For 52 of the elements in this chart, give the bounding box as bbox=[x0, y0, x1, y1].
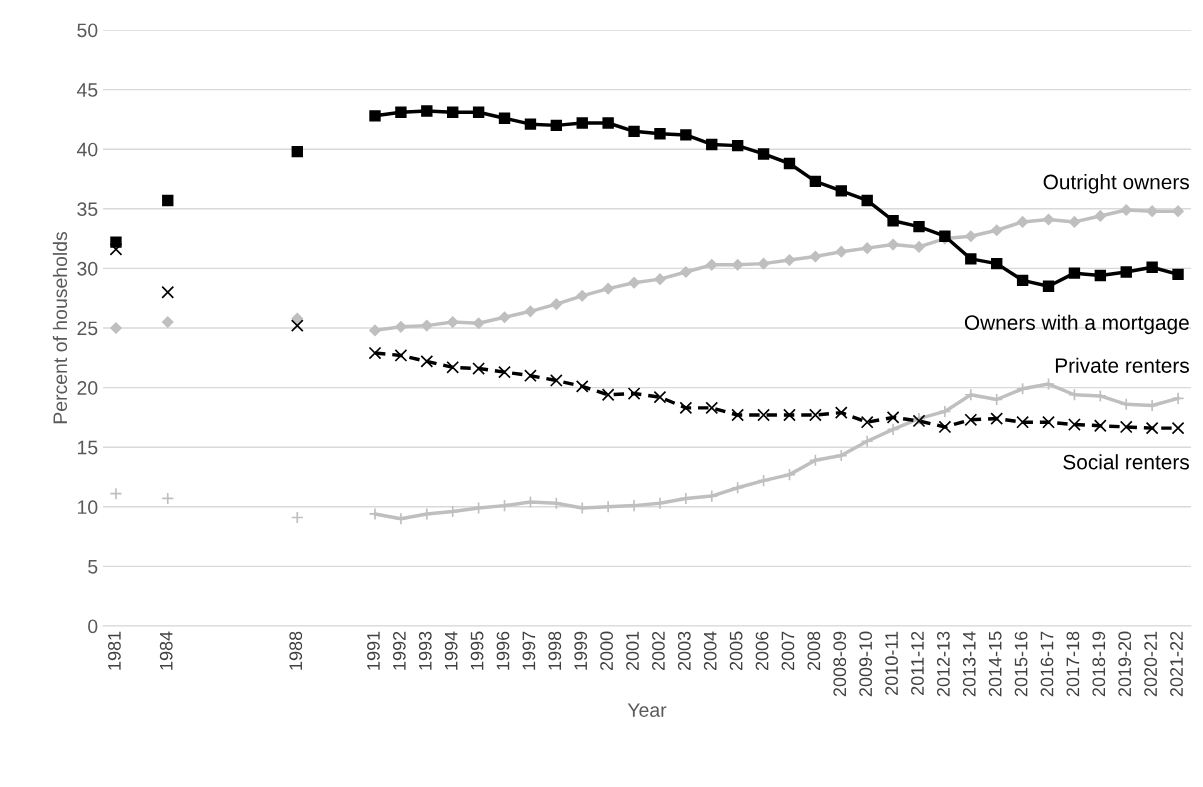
y-tick-label: 5 bbox=[88, 560, 98, 574]
x-axis-title: Year bbox=[627, 703, 667, 717]
series-label: Owners with a mortgage bbox=[964, 314, 1189, 335]
x-tick-label: 2016-17 bbox=[1040, 631, 1054, 697]
y-tick-label: 40 bbox=[76, 142, 98, 157]
x-tick-label: 2002 bbox=[652, 631, 665, 671]
x-tick-label: 2013-14 bbox=[962, 631, 976, 697]
x-tick-label: 2018-19 bbox=[1092, 631, 1106, 697]
x-tick-label: 2021-22 bbox=[1170, 631, 1183, 697]
x-tick-label: 2015-16 bbox=[1014, 631, 1028, 697]
x-tick-label: 2001 bbox=[626, 631, 639, 671]
x-tick-label: 1995 bbox=[470, 631, 484, 670]
x-tick-label: 2017-18 bbox=[1066, 631, 1080, 697]
x-tick-label: 1998 bbox=[548, 631, 562, 670]
x-tick-label: 2019-20 bbox=[1118, 631, 1132, 697]
x-tick-label: 1988 bbox=[289, 631, 303, 670]
x-tick-label: 2010-11 bbox=[885, 631, 898, 695]
x-tick-label: 1994 bbox=[444, 631, 458, 670]
x-tick-label: 1981 bbox=[108, 631, 121, 670]
y-tick-label: 0 bbox=[88, 619, 98, 634]
y-tick-label: 15 bbox=[78, 440, 98, 455]
x-tick-label: 1993 bbox=[418, 631, 432, 670]
y-axis-title: Percent of households bbox=[52, 231, 68, 424]
x-tick-label: 1991 bbox=[367, 631, 380, 670]
y-tick-label: 20 bbox=[77, 381, 98, 395]
x-tick-label: 2020-21 bbox=[1144, 631, 1157, 697]
y-tick-label: 35 bbox=[77, 202, 98, 217]
x-tick-label: 1984 bbox=[159, 631, 173, 670]
series-label: Outright owners bbox=[1043, 174, 1189, 194]
x-tick-label: 1992 bbox=[392, 631, 406, 670]
x-tick-label: 2014-15 bbox=[988, 631, 1002, 697]
x-tick-label: 1999 bbox=[574, 631, 588, 670]
x-tick-label: 1996 bbox=[496, 631, 510, 670]
x-tick-label: 2006 bbox=[755, 631, 769, 671]
x-tick-label: 2007 bbox=[781, 631, 795, 671]
x-tick-label: 2009-10 bbox=[859, 631, 873, 697]
x-tick-label: 2008 bbox=[807, 631, 821, 671]
series-label: Private renters bbox=[1055, 357, 1189, 373]
y-tick-label: 25 bbox=[77, 321, 98, 336]
x-tick-label: 1997 bbox=[522, 631, 536, 670]
y-tick-label: 30 bbox=[77, 261, 98, 276]
y-tick-label: 50 bbox=[77, 23, 98, 38]
x-tick-label: 2012-13 bbox=[936, 631, 950, 697]
x-tick-label: 2003 bbox=[677, 631, 691, 671]
series-label: Social renters bbox=[1063, 454, 1189, 470]
x-tick-label: 2011-12 bbox=[911, 631, 924, 695]
x-tick-label: 2004 bbox=[703, 631, 717, 671]
x-tick-label: 2000 bbox=[600, 631, 613, 671]
y-tick-label: 45 bbox=[76, 83, 98, 97]
y-tick-label: 10 bbox=[78, 500, 98, 515]
x-tick-label: 2008-09 bbox=[833, 631, 847, 697]
x-tick-label: 2005 bbox=[729, 631, 743, 671]
